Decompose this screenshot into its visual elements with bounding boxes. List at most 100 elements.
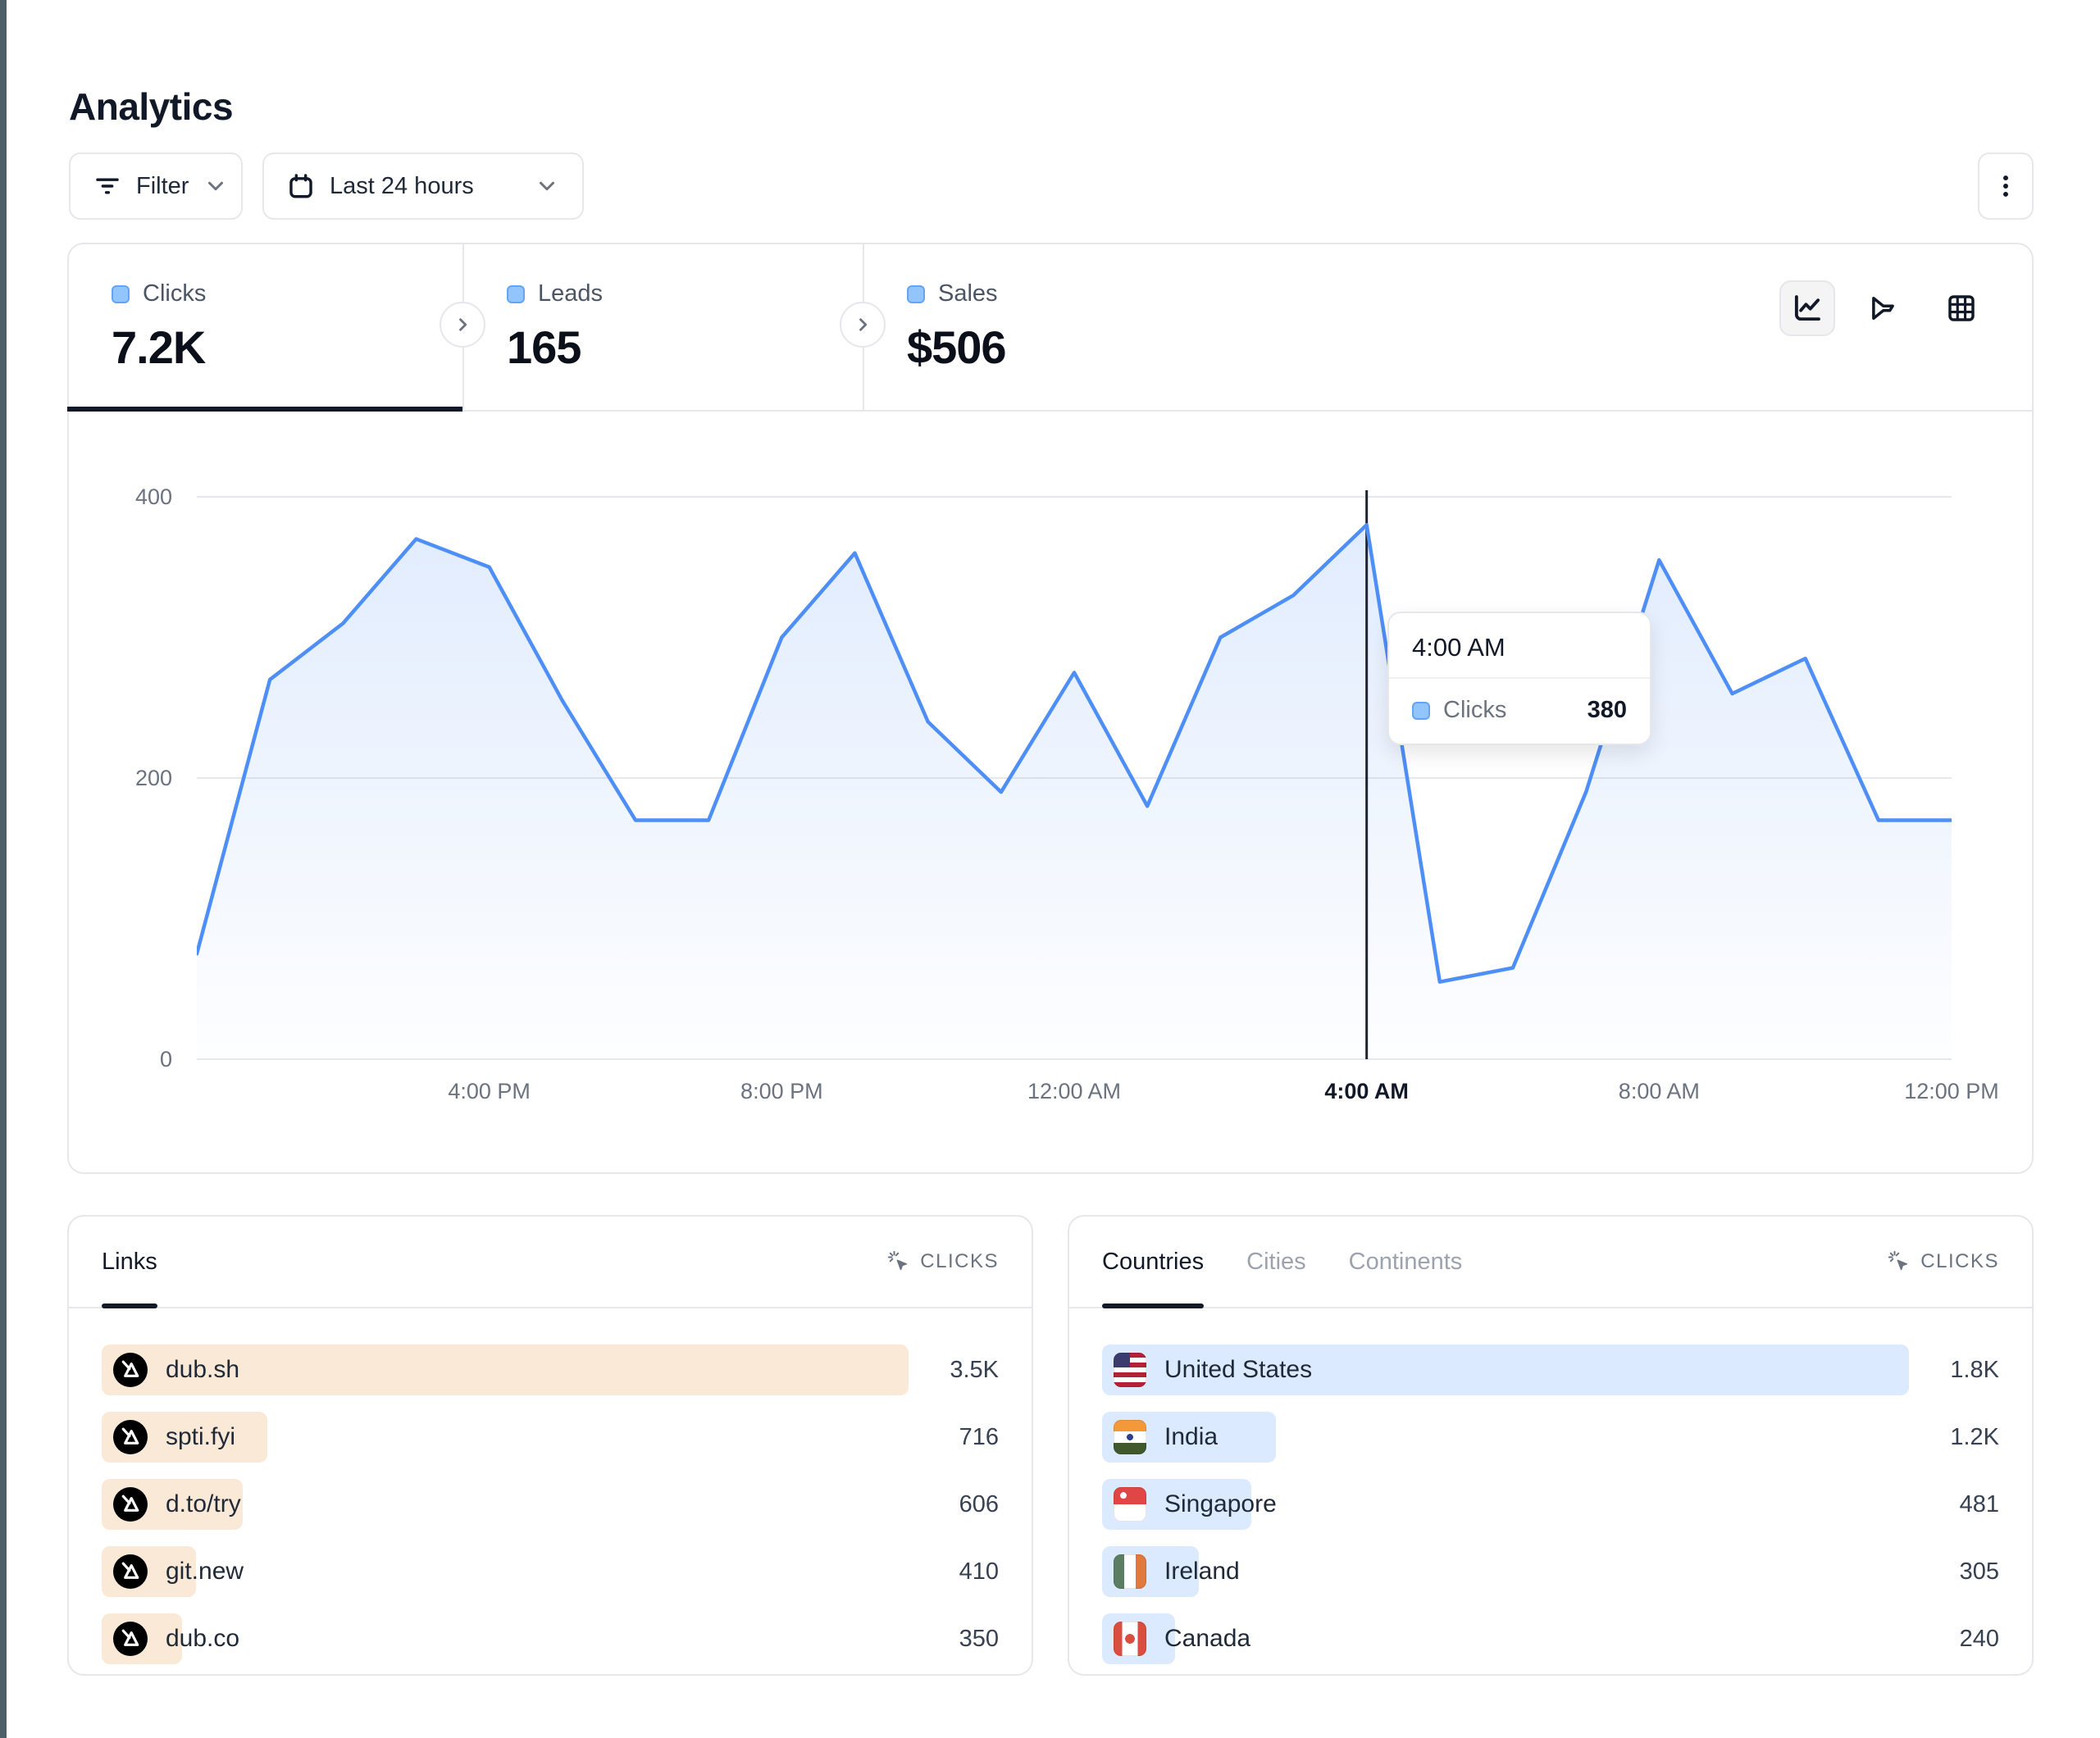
country-label: Ireland (1164, 1558, 1240, 1585)
tab-cities[interactable]: Cities (1246, 1248, 1306, 1275)
country-row[interactable]: Singapore 481 (1102, 1479, 1999, 1530)
stat-tab-clicks[interactable]: Clicks 7.2K (67, 244, 462, 412)
canada-flag-icon (1114, 1622, 1146, 1656)
link-clicks-value: 606 (959, 1490, 999, 1517)
dub-logo-icon (113, 1353, 148, 1387)
links-list: dub.sh 3.5K spti.fyi 716 d.to/try 606 gi… (102, 1344, 999, 1664)
stat-value: 165 (507, 321, 581, 373)
countries-metric-label: CLICKS (1920, 1250, 1999, 1272)
x-tick-label: 8:00 AM (1618, 1079, 1700, 1103)
link-label: git.new (166, 1558, 244, 1585)
cursor-click-icon (1888, 1250, 1908, 1271)
dub-logo-icon (113, 1554, 148, 1589)
tab-continents[interactable]: Continents (1348, 1248, 1463, 1275)
tab-countries[interactable]: Countries (1102, 1217, 1205, 1308)
date-range-label: Last 24 hours (330, 172, 474, 199)
tooltip-value: 380 (1587, 697, 1627, 723)
link-label: dub.sh (166, 1356, 240, 1383)
country-row[interactable]: India 1.2K (1102, 1412, 1999, 1463)
clicks-legend-icon (112, 284, 130, 303)
link-label: spti.fyi (166, 1423, 236, 1450)
clicks-area-chart[interactable] (197, 459, 1952, 1082)
line-chart-icon (1794, 295, 1820, 321)
country-clicks-value: 240 (1959, 1625, 1999, 1652)
bars-filter-icon (96, 178, 119, 194)
more-menu-button[interactable] (1978, 152, 2034, 220)
chevron-right-icon (459, 318, 467, 331)
funnel-icon (1872, 297, 1894, 320)
country-row[interactable]: United States 1.8K (1102, 1344, 1999, 1395)
x-tick-label: 12:00 AM (1027, 1079, 1122, 1103)
link-clicks-value: 716 (959, 1423, 999, 1450)
line-chart-view-button[interactable] (1779, 280, 1835, 336)
link-label: d.to/try (166, 1490, 241, 1517)
chevron-down-icon (208, 181, 224, 191)
country-row[interactable]: Ireland 305 (1102, 1546, 1999, 1597)
filter-button-label: Filter (136, 172, 189, 199)
link-clicks-value: 3.5K (950, 1356, 999, 1383)
clicks-legend-icon (1412, 701, 1430, 720)
dub-logo-icon (113, 1487, 148, 1522)
ireland-flag-icon (1114, 1554, 1146, 1589)
x-tick-label: 4:00 PM (448, 1079, 531, 1103)
funnel-view-button[interactable] (1856, 280, 1912, 336)
y-tick-label: 400 (134, 485, 172, 509)
sales-legend-icon (907, 284, 925, 303)
expand-leads-button[interactable] (840, 302, 886, 348)
stat-label: Leads (538, 280, 604, 307)
dub-logo-icon (113, 1420, 148, 1454)
country-clicks-value: 305 (1959, 1558, 1999, 1585)
stat-tab-leads[interactable]: Leads 165 (462, 244, 863, 410)
link-label: dub.co (166, 1625, 240, 1652)
singapore-flag-icon (1114, 1487, 1146, 1522)
links-metric-label: CLICKS (920, 1250, 999, 1272)
stat-value: 7.2K (112, 321, 206, 373)
table-grid-icon (1948, 295, 1975, 321)
chevron-down-icon (540, 181, 554, 191)
stat-tab-sales[interactable]: Sales $506 (863, 244, 2032, 410)
countries-list: United States 1.8K India 1.2K Singapore … (1102, 1344, 1999, 1664)
country-label: India (1164, 1423, 1219, 1450)
cursor-click-icon (888, 1250, 908, 1271)
link-row[interactable]: d.to/try 606 (102, 1479, 999, 1530)
stats-row: Clicks 7.2K Leads 165 Sales $506 (67, 244, 2032, 412)
link-row[interactable]: git.new 410 (102, 1546, 999, 1597)
dub-logo-icon (113, 1622, 148, 1656)
table-view-button[interactable] (1934, 280, 1989, 336)
calendar-icon (289, 174, 312, 198)
stat-value: $506 (907, 321, 1007, 373)
country-label: Canada (1164, 1625, 1251, 1652)
links-metric-selector[interactable]: CLICKS (887, 1250, 999, 1273)
x-tick-label: 4:00 AM (1324, 1079, 1409, 1103)
filter-button[interactable]: Filter (69, 152, 243, 220)
us-flag-icon (1114, 1353, 1146, 1387)
date-range-button[interactable]: Last 24 hours (262, 152, 584, 220)
tooltip-time: 4:00 AM (1412, 633, 1506, 662)
countries-metric-selector[interactable]: CLICKS (1888, 1250, 1999, 1273)
country-clicks-value: 1.8K (1950, 1356, 1999, 1383)
chart-tooltip: 4:00 AM Clicks 380 (1387, 612, 1651, 745)
country-clicks-value: 481 (1959, 1490, 1999, 1517)
expand-clicks-button[interactable] (440, 302, 485, 348)
link-row[interactable]: dub.sh 3.5K (102, 1344, 999, 1395)
link-clicks-value: 410 (959, 1558, 999, 1585)
leads-legend-icon (507, 284, 525, 303)
value-bar (102, 1344, 909, 1395)
stat-label: Sales (938, 280, 998, 307)
x-axis-labels: 4:00 PM 8:00 PM 12:00 AM 4:00 AM 8:00 AM 12:0… (197, 1079, 1998, 1112)
tab-links[interactable]: Links (102, 1217, 157, 1308)
page-title: Analytics (69, 84, 234, 128)
link-row[interactable]: spti.fyi 716 (102, 1412, 999, 1463)
y-tick-label: 200 (134, 766, 172, 790)
link-clicks-value: 350 (959, 1625, 999, 1652)
country-label: United States (1164, 1356, 1313, 1383)
country-row[interactable]: Canada 240 (1102, 1613, 1999, 1664)
countries-panel: Countries Cities Continents CLICKS Unite… (1068, 1215, 2034, 1676)
tooltip-divider (1389, 677, 1650, 679)
link-row[interactable]: dub.co 350 (102, 1613, 999, 1664)
country-clicks-value: 1.2K (1950, 1423, 1999, 1450)
chart-view-switcher (1779, 280, 1989, 336)
y-tick-label: 0 (159, 1047, 172, 1071)
tooltip-series-label: Clicks (1443, 697, 1507, 723)
